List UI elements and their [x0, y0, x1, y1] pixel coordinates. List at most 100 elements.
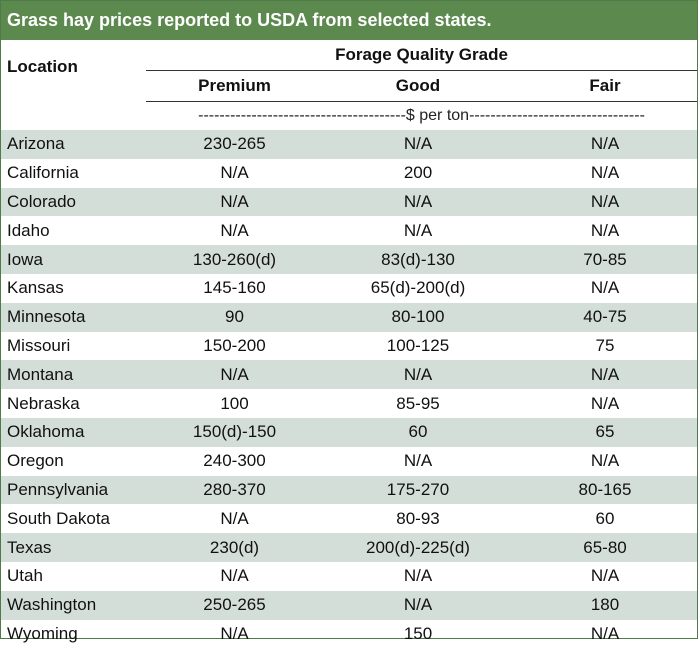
fair-cell: 65	[513, 417, 698, 447]
premium-cell: 145-160	[203, 278, 266, 298]
good-cell: 65(d)-200(d)	[370, 278, 466, 298]
premium-cell: 230(d)	[146, 533, 323, 562]
location-cell: Idaho	[7, 220, 50, 240]
table-row: Oklahoma 150(d)-150 60 65	[1, 417, 698, 447]
table-row: Washington 250-265 N/A 180	[1, 590, 698, 620]
price-table: Forage Quality Grade Location Premium Go…	[1, 40, 698, 648]
good-cell: 60	[323, 417, 513, 447]
location-cell: Oregon	[7, 451, 64, 471]
location-cell: Pennsylvania	[1, 475, 146, 505]
good-cell: 80-93	[396, 508, 440, 528]
good-cell: 150	[403, 623, 433, 643]
location-cell: Utah	[7, 566, 43, 586]
premium-cell: 90	[146, 302, 323, 332]
table-row: Pennsylvania 280-370 175-270 80-165	[1, 475, 698, 505]
table-row: Nebraska 100 85-95 N/A	[1, 389, 697, 418]
good-cell: N/A	[323, 360, 513, 390]
table-row: Utah N/A N/A N/A	[1, 562, 697, 591]
fair-cell: 65-80	[513, 533, 698, 562]
premium-cell: N/A	[220, 623, 249, 643]
premium-cell: 150-200	[203, 335, 266, 355]
table-row: Oregon 240-300 N/A N/A	[1, 447, 697, 476]
fair-cell: N/A	[590, 393, 620, 413]
unit-label: ---------------------------------------$…	[146, 101, 698, 130]
location-cell: Missouri	[7, 335, 71, 355]
table-row: Idaho N/A N/A N/A	[1, 216, 697, 245]
good-cell: 85-95	[396, 393, 440, 413]
fair-cell: N/A	[590, 163, 620, 183]
fair-cell: 70-85	[513, 245, 698, 274]
table-row: South Dakota N/A 80-93 60	[1, 504, 697, 533]
premium-cell: N/A	[220, 220, 249, 240]
fair-cell: N/A	[590, 278, 620, 298]
table-row: Arizona 230-265 N/A N/A	[1, 130, 698, 159]
good-cell: N/A	[323, 130, 513, 159]
fair-cell: N/A	[513, 187, 698, 217]
fair-cell: 40-75	[513, 302, 698, 332]
premium-cell: N/A	[146, 187, 323, 217]
premium-column-header: Premium	[198, 76, 271, 95]
location-cell: Arizona	[1, 130, 146, 159]
good-cell: 100-125	[386, 335, 450, 355]
table-row: California N/A 200 N/A	[1, 159, 697, 188]
location-cell: Nebraska	[7, 393, 80, 413]
good-cell: 83(d)-130	[323, 245, 513, 274]
fair-cell: 80-165	[513, 475, 698, 505]
premium-cell: 230-265	[146, 130, 323, 159]
location-cell: California	[7, 163, 79, 183]
table-row: Texas 230(d) 200(d)-225(d) 65-80	[1, 533, 698, 562]
location-cell: Minnesota	[1, 302, 146, 332]
premium-cell: 280-370	[146, 475, 323, 505]
unit-row: ---------------------------------------$…	[1, 101, 698, 130]
fair-cell: 180	[513, 590, 698, 620]
location-cell: Iowa	[1, 245, 146, 274]
fair-cell: N/A	[590, 566, 620, 586]
table-row: Minnesota 90 80-100 40-75	[1, 302, 698, 332]
table-row: Wyoming N/A 150 N/A	[1, 620, 697, 648]
premium-cell: N/A	[220, 566, 249, 586]
premium-cell: N/A	[220, 508, 249, 528]
table-row: Colorado N/A N/A N/A	[1, 187, 698, 217]
table-row: Missouri 150-200 100-125 75	[1, 332, 697, 361]
premium-cell: 240-300	[203, 451, 266, 471]
forage-quality-grade-header: Forage Quality Grade	[146, 40, 698, 71]
premium-cell: 250-265	[146, 590, 323, 620]
header-columns-row: Location Premium Good Fair	[1, 57, 697, 102]
table-row: Iowa 130-260(d) 83(d)-130 70-85	[1, 245, 698, 274]
location-cell: Colorado	[1, 187, 146, 217]
location-cell: Montana	[1, 360, 146, 390]
location-cell: Washington	[1, 590, 146, 620]
table-title: Grass hay prices reported to USDA from s…	[1, 1, 697, 40]
location-cell: Oklahoma	[1, 417, 146, 447]
good-cell: N/A	[403, 220, 433, 240]
table-row: Montana N/A N/A N/A	[1, 360, 698, 390]
fair-cell: N/A	[590, 451, 620, 471]
location-cell: Kansas	[7, 278, 64, 298]
good-cell: N/A	[403, 566, 433, 586]
header-group-row: Forage Quality Grade	[1, 40, 698, 71]
location-column-header: Location	[7, 56, 78, 76]
fair-cell: N/A	[590, 623, 620, 643]
premium-cell: 150(d)-150	[146, 417, 323, 447]
premium-cell: N/A	[220, 163, 249, 183]
good-cell: N/A	[403, 451, 433, 471]
fair-cell: 60	[595, 508, 615, 528]
table-row: Kansas 145-160 65(d)-200(d) N/A	[1, 274, 697, 303]
location-cell: Texas	[1, 533, 146, 562]
premium-cell: N/A	[146, 360, 323, 390]
good-cell: 175-270	[323, 475, 513, 505]
good-cell: 80-100	[323, 302, 513, 332]
good-cell: N/A	[323, 590, 513, 620]
good-column-header: Good	[395, 76, 441, 95]
fair-cell: N/A	[590, 220, 620, 240]
fair-column-header: Fair	[589, 76, 621, 95]
good-cell: N/A	[323, 187, 513, 217]
good-cell: 200(d)-225(d)	[323, 533, 513, 562]
good-cell: 200	[403, 163, 433, 183]
fair-cell: 75	[595, 335, 615, 355]
fair-cell: N/A	[513, 360, 698, 390]
location-cell: Wyoming	[7, 623, 78, 643]
premium-cell: 100	[220, 393, 249, 413]
fair-cell: N/A	[513, 130, 698, 159]
